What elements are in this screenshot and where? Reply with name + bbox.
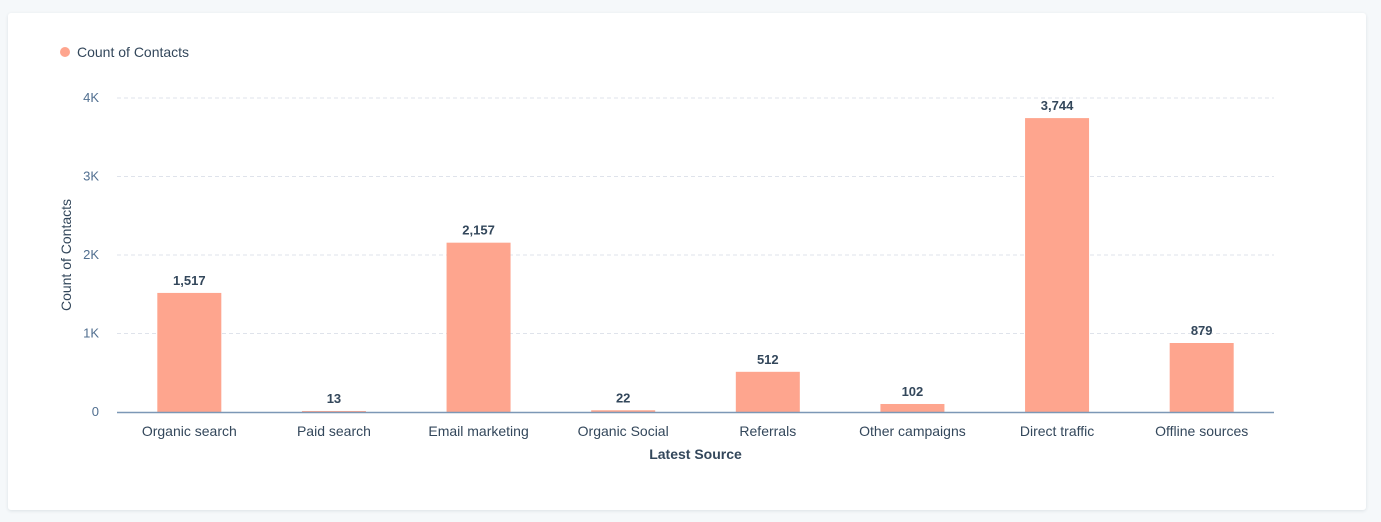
x-axis-categories: Organic search Paid search Email marketing…	[142, 423, 1248, 439]
bar[interactable]	[591, 410, 656, 412]
data-labels: 1,517 13 2,157 22 512 102 3,744 879	[173, 98, 1213, 406]
y-tick-label: 0	[92, 404, 99, 419]
y-axis-ticks: 0 1K 2K 3K 4K	[83, 90, 99, 419]
x-axis-title: Latest Source	[649, 446, 742, 462]
x-category-label: Email marketing	[428, 423, 528, 439]
data-label: 22	[616, 390, 630, 405]
x-category-label: Organic search	[142, 423, 237, 439]
x-category-label: Organic Social	[578, 423, 669, 439]
legend-swatch-icon	[60, 47, 70, 57]
chart-card: Count of Contacts	[8, 13, 1366, 510]
y-tick-label: 2K	[83, 247, 99, 262]
gridlines	[117, 97, 1274, 334]
y-tick-label: 1K	[83, 326, 99, 341]
bar[interactable]	[301, 410, 366, 412]
bar[interactable]	[1025, 118, 1090, 412]
legend-label: Count of Contacts	[77, 44, 190, 60]
data-label: 1,517	[173, 273, 206, 288]
data-label: 2,157	[462, 223, 495, 238]
bars	[157, 118, 1234, 412]
y-tick-label: 4K	[83, 90, 99, 105]
bar[interactable]	[880, 403, 945, 412]
y-tick-label: 3K	[83, 169, 99, 184]
x-category-label: Other campaigns	[859, 423, 966, 439]
data-label: 102	[902, 384, 924, 399]
bar[interactable]	[1169, 342, 1234, 412]
data-label: 3,744	[1041, 98, 1074, 113]
x-category-label: Offline sources	[1155, 423, 1248, 439]
y-axis-title: Count of Contacts	[58, 199, 74, 311]
x-category-label: Referrals	[739, 423, 796, 439]
bar[interactable]	[157, 292, 222, 412]
legend[interactable]: Count of Contacts	[60, 44, 189, 60]
x-category-label: Paid search	[297, 423, 371, 439]
data-label: 512	[757, 352, 779, 367]
data-label: 879	[1191, 323, 1213, 338]
x-category-label: Direct traffic	[1020, 423, 1094, 439]
bar[interactable]	[446, 242, 511, 412]
data-label: 13	[327, 391, 341, 406]
bar[interactable]	[735, 371, 800, 412]
